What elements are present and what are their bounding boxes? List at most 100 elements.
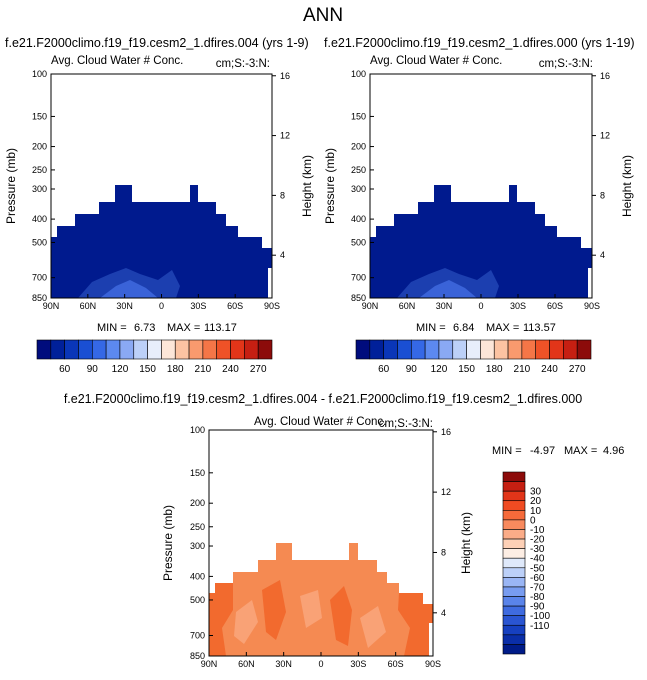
colorbar-swatch [216, 339, 231, 360]
panel-3-field [209, 543, 433, 656]
colorbar-swatch [147, 339, 162, 360]
colorbar-swatch [535, 339, 550, 360]
y-tick-label: 400 [351, 214, 366, 224]
colorbar-label: -110 [530, 621, 550, 632]
colorbar-swatch [452, 339, 467, 360]
panel-3-negative-patch-3 [330, 586, 352, 646]
panel-2-title: f.e21.F2000climo.f19_f19.cesm2_1.dfires.… [324, 36, 635, 50]
panel-1-ylabel: Pressure (mb) [4, 148, 18, 224]
panel-3-positive-patch-1 [234, 600, 258, 644]
colorbar-label: -70 [530, 582, 545, 593]
panel-2-units: cm;S:-3:N: [539, 58, 593, 70]
colorbar-swatch [502, 519, 526, 530]
colorbar-swatch [576, 339, 592, 360]
colorbar-swatch [502, 605, 526, 616]
y-tick-label: 300 [190, 541, 205, 551]
colorbar-swatch [119, 339, 135, 360]
colorbar-swatch [36, 339, 52, 360]
panel-2-colorbar: 60 90 120 150 180 210 240 270 [355, 339, 592, 375]
y-tick-label: 300 [32, 184, 47, 194]
x-tick-label: 30N [275, 659, 292, 669]
colorbar-swatch [502, 557, 526, 569]
x-tick-label: 90N [362, 301, 379, 311]
panel-1-colorbar: 60 90 120 150 180 210 240 270 [36, 339, 273, 375]
x-tick-label: 60N [238, 659, 255, 669]
y-right-tick-label: 16 [600, 71, 610, 81]
panel-3-units: cm;S:-3:N: [379, 418, 433, 430]
colorbar-label: 60 [378, 364, 390, 375]
y-right-tick-label: 4 [280, 250, 285, 260]
colorbar-swatch [397, 339, 412, 360]
x-tick-label: 60N [80, 301, 97, 311]
panel-2-min-value: 6.84 [453, 322, 474, 334]
colorbar-label: 150 [458, 364, 475, 375]
x-tick-label: 30S [190, 301, 206, 311]
colorbar-swatch [502, 529, 526, 540]
colorbar-label: -100 [530, 611, 550, 622]
colorbar-swatch [230, 339, 245, 360]
x-tick-label: 60S [388, 659, 404, 669]
panel-1-cloud-core [100, 280, 158, 298]
panel-3-variable: Avg. Cloud Water # Conc. [254, 416, 386, 428]
colorbar-label: 180 [486, 364, 503, 375]
panel-3-ticks: 90N 60N 30N 0 30S 60S 90S 100 150 200 250 300 400 500… [190, 425, 451, 669]
y-tick-label: 700 [32, 273, 47, 283]
panel-1-ylabel-right: Height (km) [300, 155, 314, 217]
x-tick-label: 90N [43, 301, 60, 311]
panel-1-min-value: 6.73 [134, 322, 155, 334]
colorbar-label: 240 [222, 364, 239, 375]
panel-1-field [51, 185, 272, 298]
panel-1-max-label: MAX = [167, 322, 200, 334]
panel-2-cloud-region [370, 185, 592, 298]
colorbar-swatch [502, 624, 526, 636]
panel-3: f.e21.F2000climo.f19_f19.cesm2_1.dfires.… [64, 392, 625, 669]
colorbar-label: 180 [167, 364, 184, 375]
y-right-tick-label: 16 [441, 427, 451, 437]
panel-3-title: f.e21.F2000climo.f19_f19.cesm2_1.dfires.… [64, 392, 582, 406]
colorbar-swatch [438, 339, 454, 360]
panel-3-min-label: MIN = [492, 445, 522, 457]
colorbar-swatch [563, 339, 578, 360]
y-tick-label: 850 [190, 651, 205, 661]
colorbar-swatch [502, 644, 526, 655]
colorbar-label: -60 [530, 573, 545, 584]
colorbar-swatch [383, 339, 398, 360]
colorbar-swatch [369, 339, 384, 360]
colorbar-swatch [521, 339, 537, 360]
x-tick-label: 60N [399, 301, 416, 311]
panel-2-cloud-core [419, 280, 477, 298]
panel-3-positive-patch-2 [300, 590, 322, 628]
colorbar-swatch [502, 471, 526, 482]
y-right-tick-label: 4 [441, 608, 446, 618]
x-tick-label: 60S [547, 301, 563, 311]
colorbar-swatch [502, 510, 526, 521]
colorbar-label: 90 [406, 364, 418, 375]
colorbar-swatch [502, 615, 526, 626]
y-tick-label: 400 [190, 571, 205, 581]
panel-2-min-label: MIN = [416, 322, 446, 334]
colorbar-swatch [502, 586, 526, 597]
colorbar-swatch [502, 538, 526, 549]
y-tick-label: 150 [32, 111, 47, 121]
y-tick-label: 700 [190, 630, 205, 640]
panel-1: f.e21.F2000climo.f19_f19.cesm2_1.dfires.… [4, 36, 314, 375]
colorbar-label: -10 [530, 525, 545, 536]
colorbar-label: 120 [431, 364, 448, 375]
colorbar-label: 210 [195, 364, 212, 375]
panel-3-ylabel-right: Height (km) [459, 512, 473, 574]
y-tick-label: 200 [32, 142, 47, 152]
colorbar-swatch [480, 339, 495, 360]
colorbar-label: 0 [530, 515, 536, 526]
colorbar-label: -80 [530, 592, 545, 603]
colorbar-label: 120 [112, 364, 129, 375]
colorbar-swatch [188, 339, 204, 360]
colorbar-label: -40 [530, 554, 545, 565]
colorbar-label: 150 [139, 364, 156, 375]
page-title: ANN [303, 5, 343, 26]
panel-1-ticks: 90N 60N 30N 0 30S 60S 90S 100 150 200 250 300 400 500… [32, 69, 290, 311]
colorbar-swatch [502, 481, 526, 492]
panel-2-max-value: 113.57 [523, 322, 556, 334]
panel-3-colorbar: 3020100-10-20-30-40-50-60-70-80-90-100-1… [502, 471, 550, 655]
y-right-tick-label: 12 [600, 131, 610, 141]
